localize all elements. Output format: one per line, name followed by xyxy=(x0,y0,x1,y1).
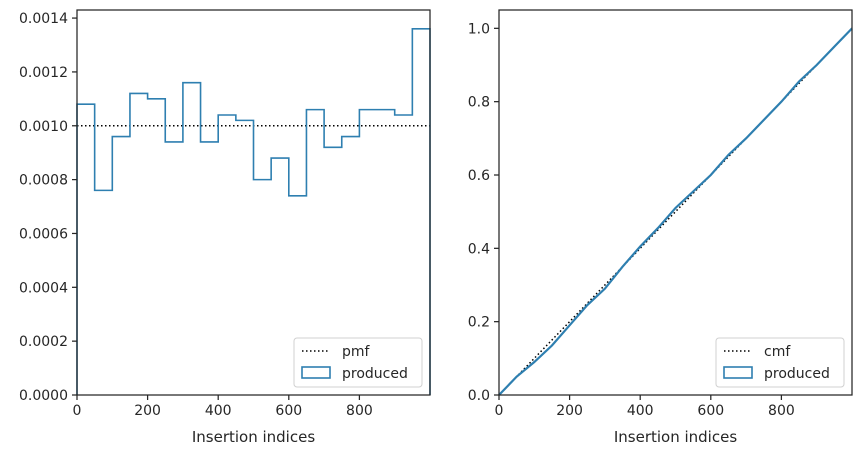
y-tick-label: 0.0008 xyxy=(19,173,68,189)
legend: cmf produced xyxy=(715,337,845,388)
y-tick-label: 0.8 xyxy=(468,95,490,111)
y-tick-label: 0.6 xyxy=(468,168,490,184)
y-tick-label: 0.4 xyxy=(468,241,490,257)
series-produced-line xyxy=(76,28,431,395)
series-produced-line xyxy=(498,27,853,396)
x-tick-label: 600 xyxy=(697,403,724,419)
cmf-line-panel: 0 200 400 600 800 0.0 0.2 0.4 0.6 0.8 1.0 Insertion… xyxy=(468,9,853,446)
y-tick-label: 0.0006 xyxy=(19,226,68,242)
x-tick-label: 800 xyxy=(768,403,795,419)
y-tick-label: 0.0010 xyxy=(19,119,68,135)
y-tick-label: 0.0012 xyxy=(19,65,68,81)
x-tick-label: 600 xyxy=(275,403,302,419)
legend-handle-produced xyxy=(301,366,331,379)
y-tick-label: 0.0000 xyxy=(19,388,68,404)
y-tick-label: 0.2 xyxy=(468,315,490,331)
legend-label-produced: produced xyxy=(764,366,830,382)
y-tick-label: 0.0 xyxy=(468,388,490,404)
y-tick-label: 0.0002 xyxy=(19,334,68,350)
x-tick-label: 400 xyxy=(205,403,232,419)
y-tick-label: 0.0014 xyxy=(19,11,68,27)
x-tick-label: 200 xyxy=(134,403,161,419)
axes-frame xyxy=(76,9,431,396)
legend-label-cmf: cmf xyxy=(764,344,791,360)
legend-label-produced: produced xyxy=(342,366,408,382)
x-tick-label: 0 xyxy=(73,403,82,419)
axes-frame xyxy=(498,9,853,396)
pmf-histogram-panel: 0 200 400 600 800 0.0000 0.0002 0.0004 0.0006 0.0… xyxy=(19,9,431,446)
y-tick-label: 0.0004 xyxy=(19,280,68,296)
x-tick-label: 0 xyxy=(495,403,504,419)
y-tick-label: 1.0 xyxy=(468,21,490,37)
x-axis-label: Insertion indices xyxy=(192,428,315,446)
legend-handle-produced xyxy=(723,366,753,379)
x-tick-label: 800 xyxy=(346,403,373,419)
legend-label-pmf: pmf xyxy=(342,344,371,360)
x-tick-label: 400 xyxy=(627,403,654,419)
legend: pmf produced xyxy=(293,337,423,388)
x-axis-label: Insertion indices xyxy=(614,428,737,446)
x-tick-label: 200 xyxy=(556,403,583,419)
